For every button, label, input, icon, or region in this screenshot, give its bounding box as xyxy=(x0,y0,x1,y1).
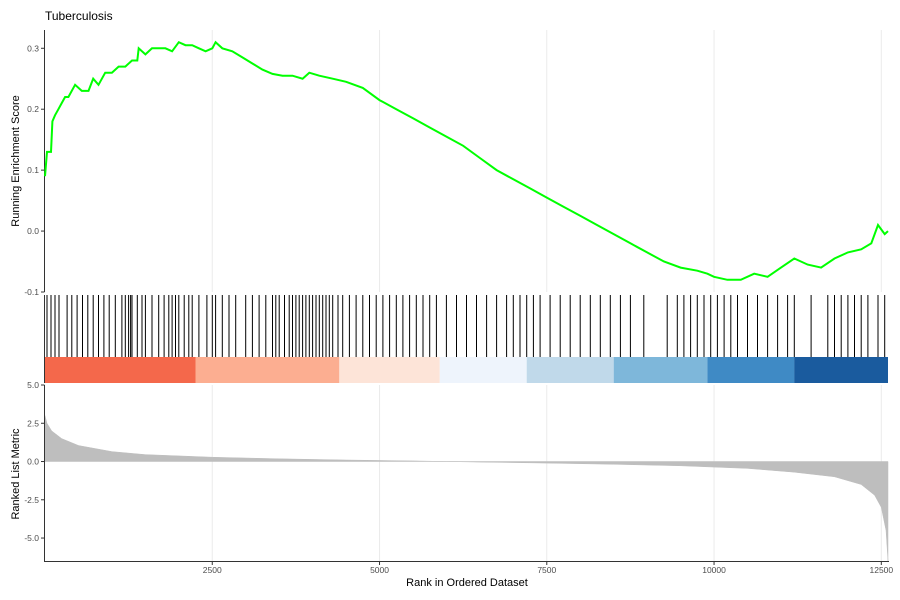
ranked-metric-grid xyxy=(211,385,882,561)
ranked-metric-area xyxy=(44,415,889,562)
x-tick-label: 7500 xyxy=(537,565,556,575)
x-ticks: 2500 5000 7500 10000 12500 xyxy=(203,561,893,575)
running-score-y-tick-label: 0.0 xyxy=(27,226,39,236)
running-score-y-tick-label: 0.3 xyxy=(27,43,39,53)
ranked-metric-y-tick-label: -2.5 xyxy=(24,495,39,505)
x-tick-label: 12500 xyxy=(869,565,893,575)
color-bar-segment xyxy=(794,357,888,383)
color-bar-segment xyxy=(339,357,440,383)
color-bar-segment xyxy=(195,357,340,383)
ranked-metric-panel: -5.0 -2.5 0.0 2.5 5.0 2500 5000 7500 10000 12500… xyxy=(10,380,893,589)
running-score-grid xyxy=(211,30,882,292)
running-score-y-tick-label: -0.1 xyxy=(24,287,39,297)
ranked-metric-y-tick-label: 5.0 xyxy=(27,380,39,390)
color-bar-segment xyxy=(45,357,196,383)
running-score-y-tick-label: 0.1 xyxy=(27,165,39,175)
x-tick-label: 2500 xyxy=(203,565,222,575)
rank-color-bar xyxy=(45,357,888,383)
color-bar-segment xyxy=(439,357,527,383)
chart-title: Tuberculosis xyxy=(45,9,113,23)
x-axis-label: Rank in Ordered Dataset xyxy=(406,577,528,589)
ranked-metric-y-label: Ranked List Metric xyxy=(10,428,22,520)
running-score-panel: -0.1 0.0 0.1 0.2 0.3 Running Enrichment Scor… xyxy=(10,30,889,297)
gene-hits-panel xyxy=(44,295,888,383)
running-score-y-tick-label: 0.2 xyxy=(27,104,39,114)
x-tick-label: 10000 xyxy=(702,565,726,575)
color-bar-segment xyxy=(613,357,708,383)
running-score-y-ticks: -0.1 0.0 0.1 0.2 0.3 xyxy=(24,43,45,297)
ranked-metric-y-ticks: -5.0 -2.5 0.0 2.5 5.0 xyxy=(24,380,45,543)
color-bar-segment xyxy=(707,357,795,383)
running-score-line xyxy=(44,40,889,281)
gene-hit-lines xyxy=(46,295,886,357)
ranked-metric-y-tick-label: -5.0 xyxy=(24,533,39,543)
ranked-metric-y-tick-label: 2.5 xyxy=(27,418,39,428)
color-bar-segment xyxy=(526,357,614,383)
ranked-metric-y-tick-label: 0.0 xyxy=(27,457,39,467)
x-tick-label: 5000 xyxy=(370,565,389,575)
running-score-y-label: Running Enrichment Score xyxy=(10,95,22,226)
